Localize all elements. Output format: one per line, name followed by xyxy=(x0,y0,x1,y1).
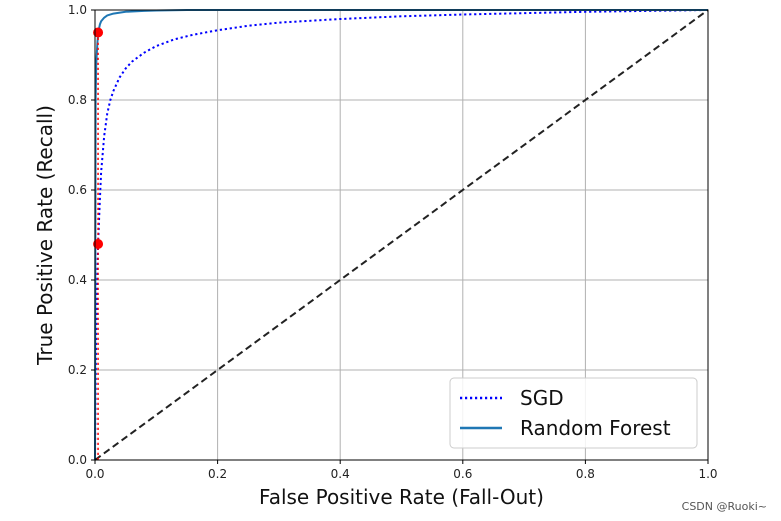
y-axis-ticks: 0.0 0.2 0.4 0.6 0.8 1.0 xyxy=(68,3,95,467)
legend-random-forest-label: Random Forest xyxy=(520,416,671,440)
series-diagonal-line xyxy=(94,9,709,461)
x-axis-label: False Positive Rate (Fall-Out) xyxy=(259,485,544,509)
legend-sgd-label: SGD xyxy=(520,386,564,410)
y-tick-label: 0.0 xyxy=(68,453,87,467)
y-tick-label: 0.4 xyxy=(68,273,87,287)
x-tick-label: 0.2 xyxy=(208,467,227,481)
y-axis-label: True Positive Rate (Recall) xyxy=(33,105,57,366)
x-tick-label: 0.4 xyxy=(331,467,350,481)
legend-box xyxy=(449,377,698,449)
x-tick-label: 0.0 xyxy=(85,467,104,481)
x-tick-label: 1.0 xyxy=(698,467,717,481)
marker-layer xyxy=(93,27,104,460)
x-axis-ticks: 0.0 0.2 0.4 0.6 0.8 1.0 xyxy=(85,460,718,481)
x-tick-label: 0.6 xyxy=(453,467,472,481)
legend: SGD Random Forest xyxy=(449,377,698,449)
plot-frame xyxy=(94,9,709,461)
y-tick-label: 0.8 xyxy=(68,93,87,107)
y-tick-label: 0.2 xyxy=(68,363,87,377)
threshold-marker xyxy=(93,239,104,249)
watermark: CSDN @Ruoki~ xyxy=(681,500,767,513)
x-tick-label: 0.8 xyxy=(576,467,595,481)
y-tick-label: 0.6 xyxy=(68,183,87,197)
y-tick-label: 1.0 xyxy=(68,3,87,17)
threshold-marker xyxy=(93,27,104,38)
